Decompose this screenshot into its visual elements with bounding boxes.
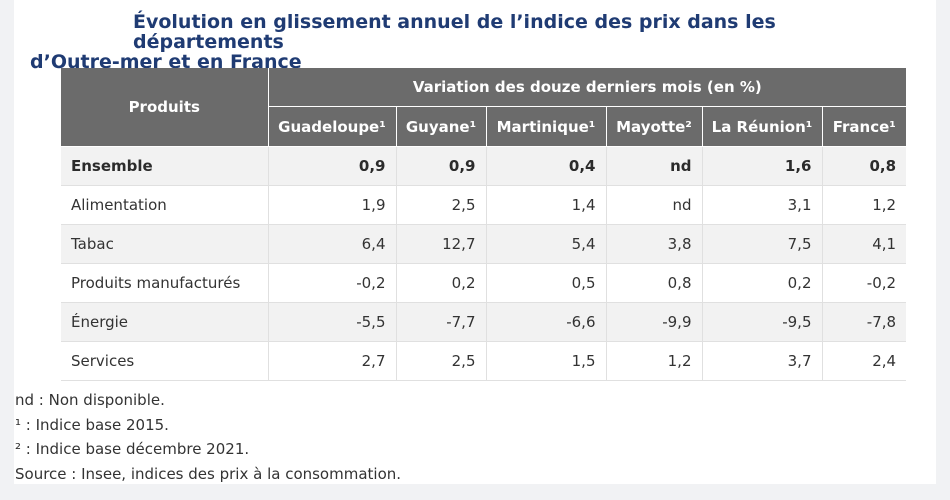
table-cell: 12,7 [396, 224, 487, 264]
row-label: Produits manufacturés [61, 263, 269, 303]
table-cell: -9,9 [606, 302, 703, 342]
table-cell: nd [606, 146, 703, 186]
table-cell: 2,5 [396, 185, 487, 225]
table-cell: 1,2 [606, 341, 703, 381]
table-row: Ensemble 0,9 0,9 0,4 nd 1,6 0,8 [61, 146, 907, 186]
column-header-la-reunion: La Réunion¹ [702, 106, 823, 147]
table-subheader-row: Guadeloupe¹ Guyane¹ Martinique¹ Mayotte²… [61, 106, 907, 147]
table-cell: 1,2 [822, 185, 907, 225]
table-cell: -7,8 [822, 302, 907, 342]
table-cell: 1,5 [486, 341, 607, 381]
table-cell: 0,5 [486, 263, 607, 303]
table-cell: 3,1 [702, 185, 823, 225]
table-cell: -6,6 [486, 302, 607, 342]
table-cell: 0,2 [396, 263, 487, 303]
table-row: Tabac 6,4 12,7 5,4 3,8 7,5 4,1 [61, 224, 907, 264]
title-line-1: Évolution en glissement annuel de l’indi… [133, 11, 776, 53]
row-label: Services [61, 341, 269, 381]
table-cell: -7,7 [396, 302, 487, 342]
column-header-martinique: Martinique¹ [486, 106, 607, 147]
table-cell: 6,4 [268, 224, 397, 264]
page-title: Évolution en glissement annuel de l’indi… [30, 12, 920, 72]
table-row: Alimentation 1,9 2,5 1,4 nd 3,1 1,2 [61, 185, 907, 225]
table-row: Services 2,7 2,5 1,5 1,2 3,7 2,4 [61, 341, 907, 381]
table-cell: nd [606, 185, 703, 225]
table-cell: 0,9 [396, 146, 487, 186]
row-label: Énergie [61, 302, 269, 342]
row-label: Alimentation [61, 185, 269, 225]
table-cell: 3,8 [606, 224, 703, 264]
table-cell: 2,4 [822, 341, 907, 381]
table-cell: -0,2 [822, 263, 907, 303]
row-label: Tabac [61, 224, 269, 264]
table-cell: 1,4 [486, 185, 607, 225]
table-cell: 0,8 [822, 146, 907, 186]
table-cell: 1,6 [702, 146, 823, 186]
column-header-france: France¹ [822, 106, 907, 147]
row-label: Ensemble [61, 146, 269, 186]
column-header-mayotte: Mayotte² [606, 106, 703, 147]
note-base-2015: ¹ : Indice base 2015. [15, 415, 169, 434]
table-cell: 1,9 [268, 185, 397, 225]
note-nd: nd : Non disponible. [15, 391, 165, 409]
table-header-row: Produits Variation des douze derniers mo… [61, 68, 907, 147]
variation-group-header: Variation des douze derniers mois (en %) [268, 68, 907, 107]
table-cell: -9,5 [702, 302, 823, 342]
table-cell: 2,7 [268, 341, 397, 381]
table-row: Produits manufacturés -0,2 0,2 0,5 0,8 0,2 -0,… [61, 263, 907, 303]
table-cell: -5,5 [268, 302, 397, 342]
table-row: Énergie -5,5 -7,7 -6,6 -9,9 -9,5 -7,8 [61, 302, 907, 342]
table-notes: nd : Non disponible. ¹ : Indice base 201… [15, 388, 401, 486]
products-column-header: Produits [61, 68, 269, 147]
table-cell: -0,2 [268, 263, 397, 303]
table-cell: 3,7 [702, 341, 823, 381]
table-cell: 0,2 [702, 263, 823, 303]
table-cell: 0,9 [268, 146, 397, 186]
column-header-guyane: Guyane¹ [396, 106, 487, 147]
table-cell: 0,4 [486, 146, 607, 186]
source-note: Source : Insee, indices des prix à la co… [15, 464, 402, 483]
table-cell: 5,4 [486, 224, 607, 264]
column-header-guadeloupe: Guadeloupe¹ [268, 106, 397, 147]
table-cell: 4,1 [822, 224, 907, 264]
table-cell: 2,5 [396, 341, 487, 381]
title-line-2: d’Outre-mer et en France [30, 51, 302, 73]
price-index-table: Produits Variation des douze derniers mo… [61, 68, 907, 381]
table-cell: 0,8 [606, 263, 703, 303]
note-base-2021: ² : Indice base décembre 2021. [15, 440, 250, 458]
table-cell: 7,5 [702, 224, 823, 264]
